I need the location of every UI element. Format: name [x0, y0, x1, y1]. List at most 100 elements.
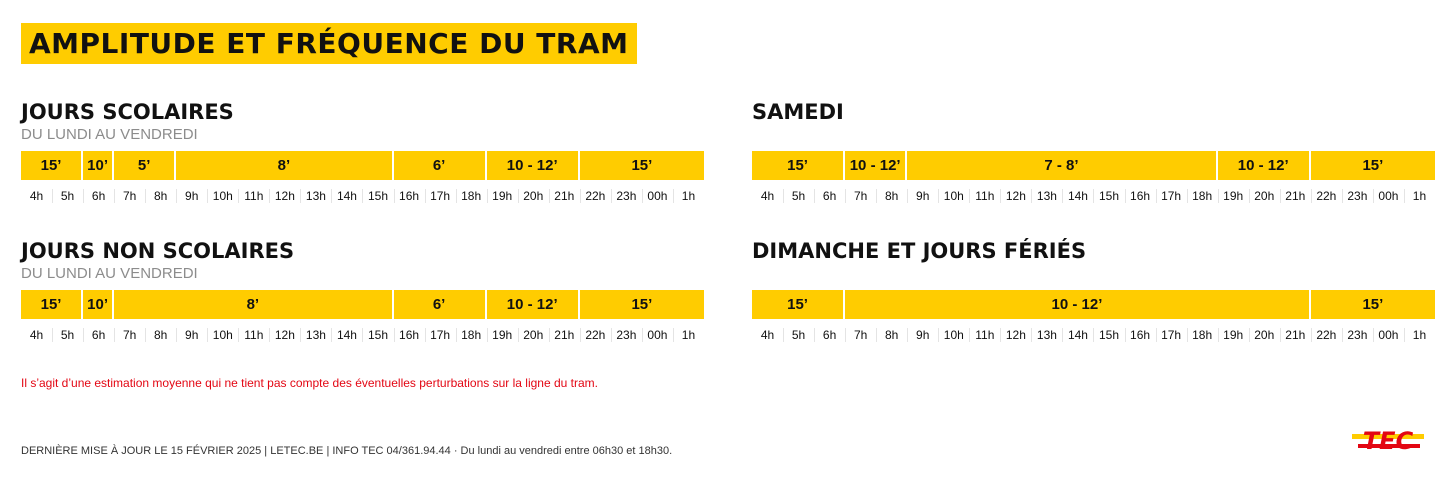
hour-label-text: 17h [430, 328, 451, 342]
hour-label: 21h [1280, 186, 1312, 206]
hour-label-text: 21h [554, 328, 575, 342]
hour-label-text: 9h [916, 189, 930, 203]
hour-label-text: 12h [274, 328, 295, 342]
hour-label: 22h [1311, 186, 1343, 206]
hour-divider [1248, 189, 1250, 203]
hour-label: 1h [673, 325, 704, 345]
hour-label-text: 18h [461, 328, 482, 342]
hour-label: 5h [52, 325, 85, 345]
hour-label-text: 20h [523, 189, 544, 203]
hour-divider [1279, 328, 1281, 342]
hour-divider [207, 328, 209, 342]
hour-label: 5h [783, 325, 816, 345]
hour-label-text: 14h [336, 189, 357, 203]
hour-label: 6h [83, 325, 116, 345]
hour-label: 5h [52, 186, 85, 206]
hour-label: 19h [1218, 186, 1250, 206]
hour-label-text: 14h [1067, 189, 1088, 203]
hour-label-text: 19h [492, 328, 513, 342]
hour-label-text: 17h [1161, 189, 1182, 203]
hour-label-text: 11h [975, 328, 995, 342]
logo-text: TEC [1363, 427, 1414, 455]
hour-label: 8h [876, 325, 909, 345]
hour-label-text: 6h [91, 328, 106, 342]
hour-divider [269, 189, 271, 203]
hour-label-text: 22h [585, 328, 606, 342]
hour-divider [938, 189, 940, 203]
hour-label: 1h [1404, 325, 1435, 345]
hour-divider [238, 189, 240, 203]
hour-label: 10h [207, 186, 240, 206]
hour-label: 22h [580, 186, 612, 206]
hour-label-text: 6h [91, 189, 106, 203]
hour-label: 7h [114, 186, 147, 206]
hour-label: 21h [1280, 325, 1312, 345]
hour-divider [969, 328, 971, 342]
hour-divider [1279, 189, 1281, 203]
hour-label: 12h [1000, 325, 1033, 345]
hour-label: 21h [549, 186, 581, 206]
hour-divider [83, 189, 85, 203]
hour-label: 10h [207, 325, 240, 345]
hour-label: 6h [814, 186, 847, 206]
hour-divider [300, 328, 302, 342]
section-jours-scolaires: JOURS SCOLAIRES DU LUNDI AU VENDREDI 15’… [21, 100, 704, 203]
frequency-segment: 15’ [1310, 151, 1435, 180]
hour-divider [1248, 328, 1250, 342]
hour-divider [1217, 328, 1219, 342]
hour-label-text: 13h [305, 189, 326, 203]
hour-label: 23h [1342, 325, 1374, 345]
hour-divider [52, 328, 54, 342]
hour-label: 19h [487, 186, 519, 206]
hour-label: 6h [83, 186, 116, 206]
hour-divider [876, 189, 878, 203]
hour-label-text: 19h [492, 189, 513, 203]
hour-label-text: 23h [616, 189, 637, 203]
hour-divider [176, 328, 178, 342]
hour-label: 15h [363, 186, 395, 206]
hour-label: 7h [845, 325, 878, 345]
frequency-segment: 7 - 8’ [907, 151, 1218, 180]
hour-label: 11h [238, 186, 271, 206]
hour-label: 14h [331, 186, 364, 206]
hour-label: 00h [642, 325, 674, 345]
hour-label-text: 23h [616, 328, 637, 342]
hour-label-text: 22h [1316, 328, 1337, 342]
hour-label-text: 12h [1005, 328, 1026, 342]
hour-label: 4h [21, 325, 54, 345]
hour-label-text: 10h [943, 328, 964, 342]
hour-label-text: 20h [1254, 189, 1275, 203]
hour-divider [362, 189, 364, 203]
hour-label: 19h [1218, 325, 1250, 345]
hour-label: 18h [1187, 325, 1219, 345]
hour-label-text: 00h [647, 328, 668, 342]
hour-label-text: 18h [1192, 189, 1213, 203]
hour-label-text: 23h [1347, 328, 1368, 342]
section-title: SAMEDI [752, 100, 844, 124]
hour-label-text: 18h [1192, 328, 1213, 342]
hour-label-text: 5h [60, 328, 75, 342]
hour-label: 4h [21, 186, 54, 206]
hour-label: 15h [363, 325, 395, 345]
hour-divider [176, 189, 178, 203]
hour-label-text: 8h [885, 328, 899, 342]
hour-scale: 4h 5h 6h 7h 8h 9h 10h 11h 12h 13h 14h 15h 16h 17h 18h 1… [21, 325, 704, 345]
hour-divider [517, 189, 519, 203]
hour-label: 16h [1125, 186, 1157, 206]
hour-label: 17h [425, 325, 457, 345]
hour-label-text: 20h [1254, 328, 1275, 342]
hour-divider [1186, 189, 1188, 203]
hour-label-text: 8h [154, 328, 168, 342]
hour-divider [1310, 328, 1312, 342]
hour-label-text: 00h [1378, 328, 1399, 342]
hour-label-text: 22h [585, 189, 606, 203]
hour-divider [207, 189, 209, 203]
hour-divider [1000, 189, 1002, 203]
hour-scale: 4h 5h 6h 7h 8h 9h 10h 11h 12h 13h 14h 15h 16h 17h 18h 1… [752, 325, 1435, 345]
hour-divider [907, 328, 909, 342]
hour-label: 18h [456, 186, 488, 206]
hour-label: 13h [300, 325, 333, 345]
hour-label-text: 14h [1067, 328, 1088, 342]
hour-divider [876, 328, 878, 342]
hour-divider [672, 328, 674, 342]
